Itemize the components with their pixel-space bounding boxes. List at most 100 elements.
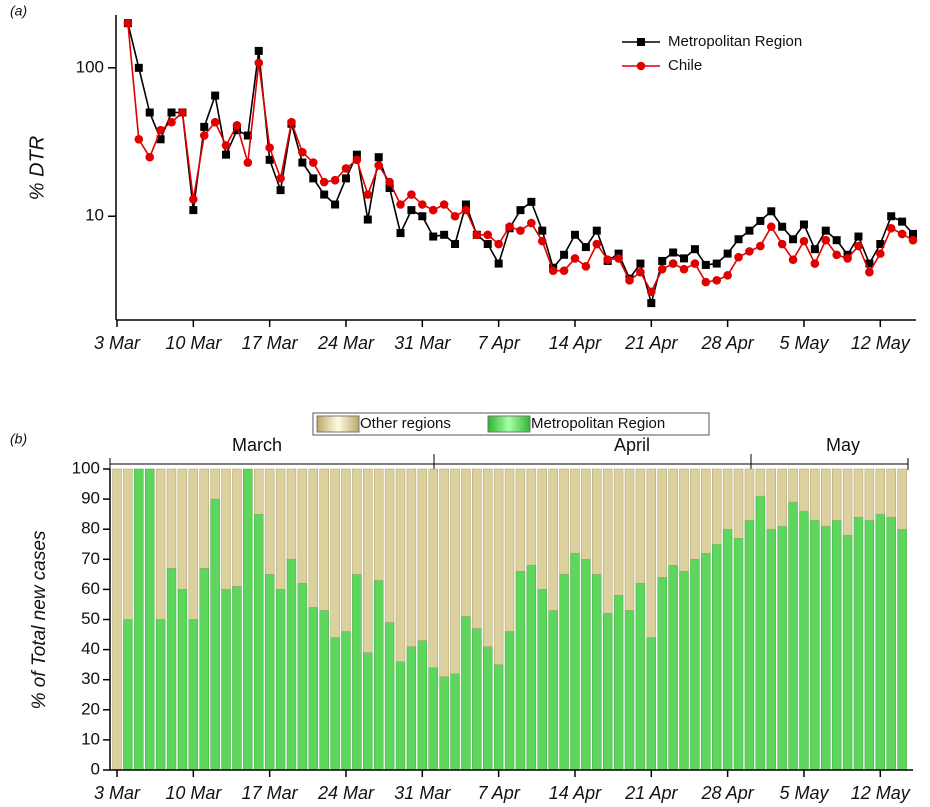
bar-segment <box>755 468 766 497</box>
marker <box>341 174 350 183</box>
bar-segment <box>821 468 831 527</box>
marker <box>909 229 917 238</box>
bar-segment <box>450 673 460 771</box>
bar-segment <box>373 580 384 771</box>
bar-segment <box>461 616 471 771</box>
marker <box>581 243 590 252</box>
x-tick-label: 28 Apr <box>700 333 754 353</box>
marker <box>756 241 765 251</box>
bar-segment <box>341 468 351 632</box>
y-tick-label: 100 <box>72 458 100 477</box>
y-tick-label: 20 <box>81 699 100 718</box>
marker <box>897 229 907 239</box>
marker <box>854 241 863 251</box>
marker <box>440 230 449 239</box>
bar-segment <box>777 468 787 527</box>
marker <box>570 254 580 263</box>
bar-segment <box>243 468 253 771</box>
marker <box>865 259 874 268</box>
bar-segment <box>155 619 166 771</box>
bar-segment <box>275 468 286 590</box>
legend-swatch <box>487 415 531 433</box>
bar-segment <box>123 468 133 620</box>
bar-segment <box>624 468 635 611</box>
marker <box>287 117 296 127</box>
bar-segment <box>188 468 199 620</box>
marker <box>614 254 623 263</box>
marker <box>647 287 656 297</box>
marker <box>625 276 634 285</box>
bar-segment <box>297 468 308 584</box>
y-tick-label: 100 <box>76 57 104 76</box>
bar-segment <box>428 667 438 771</box>
bar-segment <box>330 468 340 638</box>
y-tick-label: 10 <box>81 729 100 748</box>
marker <box>232 126 241 135</box>
bar-segment <box>679 571 689 771</box>
legend-label: Metropolitan Region <box>531 415 665 432</box>
bar-segment <box>559 574 569 771</box>
bar-segment <box>483 646 493 771</box>
marker <box>156 125 165 135</box>
marker <box>560 250 569 259</box>
bar-segment <box>417 640 428 771</box>
bar-segment <box>286 468 297 560</box>
bar-segment <box>602 468 613 614</box>
bar-segment <box>831 519 842 771</box>
bar-segment <box>166 468 177 569</box>
bar-segment <box>341 631 351 771</box>
bar-segment <box>537 468 547 590</box>
bar-segment <box>766 468 776 530</box>
month-label: April <box>614 435 650 455</box>
marker <box>636 259 645 268</box>
x-tick-label: 7 Apr <box>477 783 520 803</box>
marker <box>734 235 743 244</box>
marker <box>331 200 340 209</box>
bar-segment <box>570 468 580 554</box>
marker <box>614 249 623 258</box>
bar-segment <box>842 534 853 771</box>
marker <box>189 195 198 204</box>
x-tick-label: 5 May <box>779 333 829 353</box>
marker <box>189 206 198 215</box>
marker <box>658 256 667 265</box>
marker <box>428 205 438 215</box>
bar-segment <box>821 525 831 771</box>
marker <box>821 235 831 245</box>
marker <box>538 226 547 235</box>
bar-segment <box>199 468 209 569</box>
bar-segment <box>624 610 635 771</box>
marker <box>876 240 885 249</box>
marker <box>810 245 819 254</box>
marker <box>559 266 569 275</box>
marker <box>679 264 689 274</box>
bar-segment <box>483 468 493 647</box>
marker <box>254 46 263 55</box>
marker <box>690 259 700 268</box>
bar-segment <box>384 622 395 771</box>
bar-segment <box>602 613 613 771</box>
marker <box>374 153 383 162</box>
marker <box>396 200 405 209</box>
marker <box>690 245 699 254</box>
marker <box>298 147 307 157</box>
marker <box>843 254 852 263</box>
marker <box>276 186 285 195</box>
marker <box>319 177 329 187</box>
marker <box>832 236 841 245</box>
y-tick-label: 50 <box>81 609 100 628</box>
marker <box>483 230 493 240</box>
bar-segment <box>712 544 722 771</box>
marker <box>439 200 449 209</box>
bar-segment <box>308 468 318 608</box>
marker <box>799 220 808 229</box>
marker <box>472 230 482 240</box>
marker <box>156 135 165 144</box>
marker <box>712 259 721 268</box>
bar-segment <box>275 589 286 771</box>
marker <box>134 63 143 72</box>
bar-segment <box>232 586 242 771</box>
bar-segment <box>766 528 776 771</box>
x-tick-label: 12 May <box>851 783 911 803</box>
bar-segment <box>439 468 449 677</box>
